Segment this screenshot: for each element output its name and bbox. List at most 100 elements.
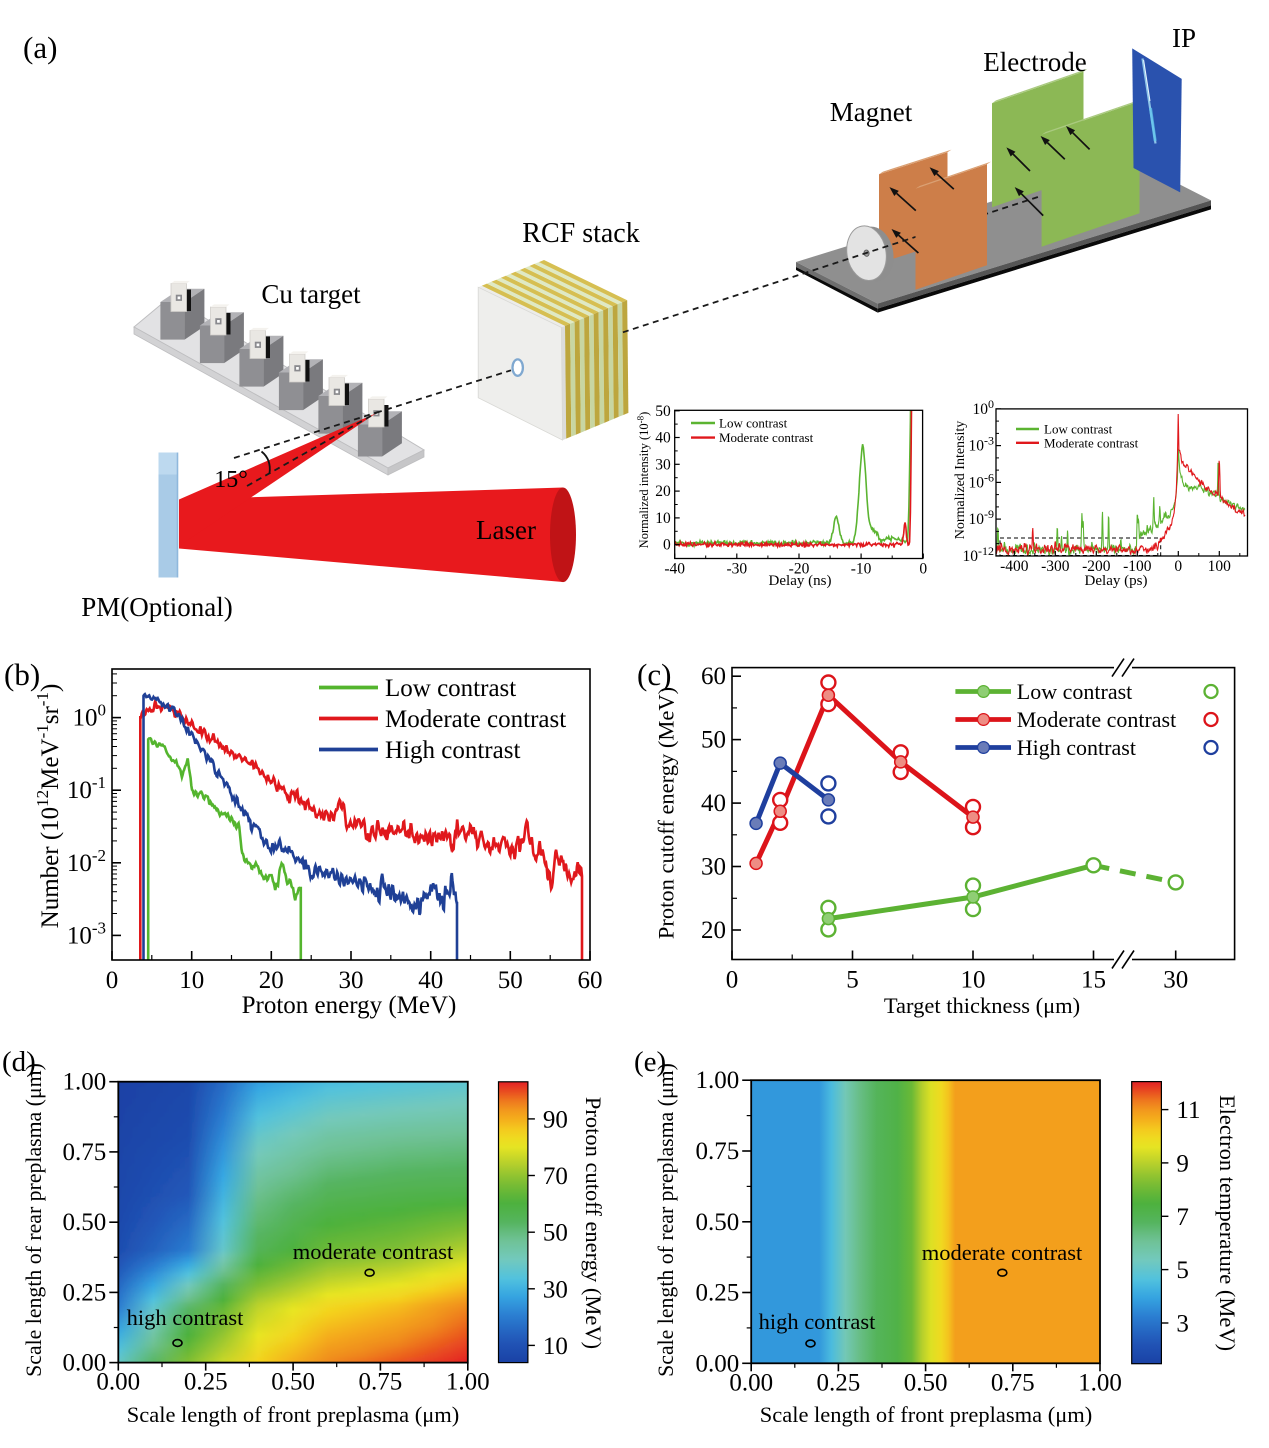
svg-text:moderate contrast: moderate contrast: [293, 1239, 454, 1264]
svg-text:30: 30: [339, 967, 364, 994]
svg-text:60: 60: [701, 663, 726, 690]
svg-text:(c): (c): [637, 657, 671, 692]
svg-text:5: 5: [846, 967, 859, 994]
svg-text:10: 10: [179, 967, 204, 994]
svg-text:-100: -100: [1123, 558, 1152, 575]
svg-text:Proton cutoff energy (MeV): Proton cutoff energy (MeV): [581, 1097, 606, 1349]
svg-text:0.00: 0.00: [695, 1350, 739, 1377]
svg-text:0.50: 0.50: [63, 1209, 107, 1236]
svg-text:20: 20: [701, 917, 726, 944]
svg-text:Delay (ps): Delay (ps): [1085, 573, 1148, 589]
svg-text:0: 0: [1174, 558, 1182, 575]
svg-text:Laser: Laser: [476, 515, 536, 545]
svg-text:0.75: 0.75: [991, 1369, 1035, 1396]
svg-text:-20: -20: [789, 561, 810, 578]
svg-text:-10: -10: [851, 561, 872, 578]
svg-text:0.00: 0.00: [729, 1369, 773, 1396]
svg-text:0: 0: [919, 561, 927, 578]
svg-text:Electrode: Electrode: [983, 47, 1086, 77]
svg-text:1.00: 1.00: [1078, 1369, 1122, 1396]
svg-text:RCF stack: RCF stack: [522, 218, 639, 249]
svg-text:60: 60: [578, 967, 603, 994]
svg-text:100: 100: [1208, 558, 1232, 575]
svg-text:moderate contrast: moderate contrast: [922, 1240, 1083, 1265]
svg-text:20: 20: [259, 967, 284, 994]
svg-text:0.25: 0.25: [184, 1369, 228, 1396]
svg-text:0.25: 0.25: [695, 1280, 739, 1307]
svg-text:0.50: 0.50: [904, 1369, 948, 1396]
svg-text:10: 10: [961, 967, 986, 994]
svg-text:-30: -30: [726, 561, 747, 578]
svg-text:40: 40: [701, 790, 726, 817]
svg-text:Moderate contrast: Moderate contrast: [1044, 435, 1139, 450]
svg-text:5: 5: [1176, 1257, 1189, 1284]
svg-text:(a): (a): [23, 30, 57, 65]
svg-text:20: 20: [655, 483, 671, 500]
svg-text:50: 50: [543, 1220, 568, 1247]
svg-text:Low contrast: Low contrast: [1044, 422, 1113, 437]
svg-text:3: 3: [1176, 1311, 1189, 1338]
svg-text:0: 0: [106, 967, 119, 994]
svg-text:(d): (d): [2, 1046, 36, 1078]
svg-text:Moderate contrast: Moderate contrast: [385, 706, 566, 733]
svg-text:High contrast: High contrast: [1017, 735, 1136, 760]
svg-text:0: 0: [663, 537, 671, 554]
svg-text:7: 7: [1176, 1204, 1189, 1231]
svg-text:30: 30: [655, 456, 671, 473]
svg-text:0.50: 0.50: [271, 1369, 315, 1396]
svg-text:(e): (e): [634, 1046, 666, 1078]
svg-text:15°: 15°: [214, 467, 248, 493]
svg-text:Magnet: Magnet: [830, 97, 913, 127]
svg-text:50: 50: [498, 967, 523, 994]
svg-text:90: 90: [543, 1106, 568, 1133]
svg-text:Moderate contrast: Moderate contrast: [719, 430, 814, 445]
svg-text:30: 30: [1163, 967, 1188, 994]
svg-text:Target thickness (μm): Target thickness (μm): [884, 993, 1080, 1018]
svg-text:-300: -300: [1041, 558, 1070, 575]
svg-text:Low contrast: Low contrast: [1017, 679, 1132, 704]
svg-text:1.00: 1.00: [446, 1369, 490, 1396]
svg-text:Cu target: Cu target: [261, 279, 361, 309]
svg-text:0.00: 0.00: [96, 1369, 140, 1396]
svg-text:10-1: 10-1: [67, 773, 106, 804]
svg-text:40: 40: [655, 430, 671, 447]
svg-text:0.50: 0.50: [695, 1209, 739, 1236]
svg-text:Normalized intensity (10-8): Normalized intensity (10-8): [636, 412, 652, 549]
svg-text:PM(Optional): PM(Optional): [81, 592, 233, 622]
svg-text:0.75: 0.75: [359, 1369, 403, 1396]
svg-text:Scale length of front preplasm: Scale length of front preplasma (μm): [760, 1402, 1093, 1427]
svg-text:30: 30: [543, 1276, 568, 1303]
svg-text:Delay (ns): Delay (ns): [769, 573, 832, 589]
svg-text:9: 9: [1176, 1150, 1189, 1177]
svg-text:-40: -40: [664, 561, 685, 578]
svg-text:70: 70: [543, 1163, 568, 1190]
svg-text:Moderate contrast: Moderate contrast: [1017, 707, 1176, 732]
svg-text:Proton cutoff energy (MeV): Proton cutoff energy (MeV): [654, 687, 679, 939]
svg-text:IP: IP: [1172, 23, 1196, 53]
svg-text:1.00: 1.00: [695, 1067, 739, 1094]
svg-text:-400: -400: [1000, 558, 1029, 575]
svg-text:Normalized Intensity: Normalized Intensity: [953, 421, 968, 540]
svg-text:11: 11: [1176, 1097, 1200, 1124]
svg-text:-200: -200: [1082, 558, 1111, 575]
svg-text:0.25: 0.25: [817, 1369, 861, 1396]
svg-text:0: 0: [726, 967, 739, 994]
svg-text:Proton energy (MeV): Proton energy (MeV): [242, 992, 457, 1019]
svg-text:40: 40: [418, 967, 443, 994]
svg-text:Scale length of rear preplasma: Scale length of rear preplasma (μm): [654, 1063, 678, 1377]
svg-text:0.75: 0.75: [63, 1139, 107, 1166]
svg-text:high contrast: high contrast: [127, 1305, 245, 1330]
svg-text:15: 15: [1081, 967, 1106, 994]
svg-text:10: 10: [543, 1333, 568, 1360]
svg-text:50: 50: [701, 727, 726, 754]
svg-text:Low contrast: Low contrast: [719, 416, 788, 431]
svg-text:Number (1012MeV-1sr-1): Number (1012MeV-1sr-1): [33, 684, 64, 929]
svg-text:50: 50: [655, 403, 671, 420]
svg-text:Scale length of rear preplasma: Scale length of rear preplasma (μm): [22, 1063, 46, 1377]
svg-text:Low contrast: Low contrast: [385, 675, 516, 702]
svg-text:(b): (b): [4, 657, 40, 692]
svg-text:10: 10: [655, 510, 671, 527]
svg-text:Electron temperature (MeV): Electron temperature (MeV): [1215, 1095, 1240, 1351]
svg-text:0.00: 0.00: [63, 1350, 107, 1377]
svg-text:30: 30: [701, 854, 726, 881]
